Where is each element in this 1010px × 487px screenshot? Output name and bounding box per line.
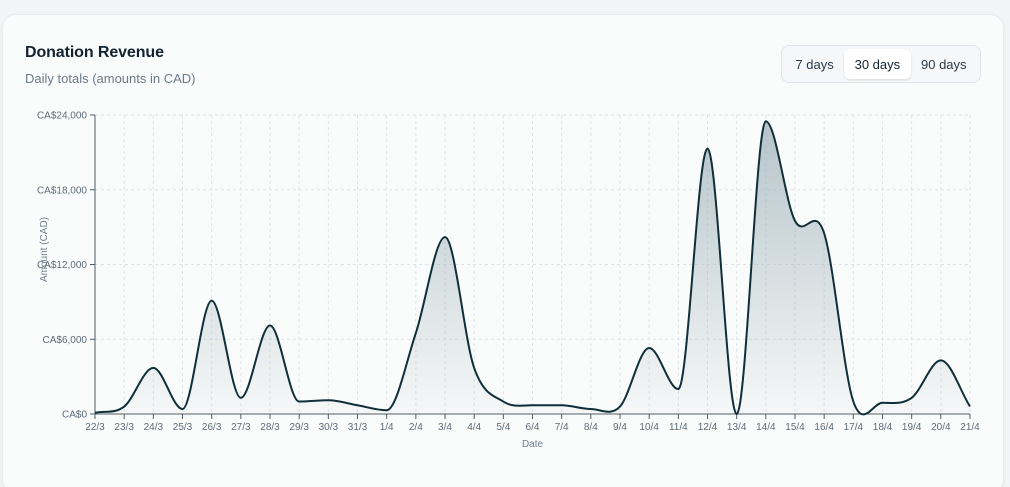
- x-tick-label: 4/4: [467, 422, 481, 433]
- x-tick-label: 23/3: [114, 422, 134, 433]
- x-tick-label: 12/4: [698, 422, 718, 433]
- x-tick-label: 2/4: [409, 422, 423, 433]
- x-tick-label: 30/3: [319, 422, 339, 433]
- card-subtitle: Daily totals (amounts in CAD): [25, 71, 196, 86]
- range-7-days-button[interactable]: 7 days: [785, 49, 844, 79]
- y-axis-title: Amount (CAD): [39, 217, 50, 282]
- date-range-toggle: 7 days 30 days 90 days: [781, 45, 981, 83]
- area-fill: [95, 121, 970, 415]
- x-tick-label: 29/3: [289, 422, 309, 433]
- y-tick-label: CA$18,000: [37, 185, 87, 196]
- card-title: Donation Revenue: [25, 44, 164, 61]
- series-line: [94, 120, 971, 416]
- x-tick-label: 24/3: [144, 422, 164, 433]
- x-tick-label: 5/4: [496, 422, 510, 433]
- x-tick-label: 6/4: [526, 422, 540, 433]
- x-tick-label: 27/3: [231, 422, 251, 433]
- x-tick-label: 9/4: [613, 422, 627, 433]
- x-tick-label: 22/3: [85, 422, 105, 433]
- x-axis-title: Date: [522, 439, 544, 450]
- x-tick-label: 15/4: [785, 422, 805, 433]
- x-tick-label: 3/4: [438, 422, 452, 433]
- x-tick-label: 7/4: [555, 422, 569, 433]
- x-tick-label: 18/4: [873, 422, 893, 433]
- range-90-days-button[interactable]: 90 days: [911, 49, 977, 79]
- revenue-area-chart: CA$0 CA$6,000 CA$12,000 CA$18,000 CA$24,000 2…: [37, 111, 980, 451]
- x-tick-label: 25/3: [173, 422, 193, 433]
- x-tick-label: 28/3: [260, 422, 280, 433]
- y-tick-label: CA$12,000: [37, 260, 87, 271]
- range-30-days-button[interactable]: 30 days: [844, 49, 911, 79]
- x-tick-label: 8/4: [584, 422, 598, 433]
- x-tick-label: 10/4: [639, 422, 659, 433]
- x-tick-label: 14/4: [756, 422, 776, 433]
- x-tick-label: 13/4: [727, 422, 747, 433]
- x-tick-label: 11/4: [669, 422, 688, 433]
- x-tick-label: 31/3: [348, 422, 368, 433]
- x-tick-label: 20/4: [931, 422, 951, 433]
- donation-revenue-card: Donation Revenue Daily totals (amounts i…: [2, 14, 1004, 487]
- x-tick-label: 19/4: [902, 422, 922, 433]
- y-tick-label: CA$6,000: [43, 335, 88, 346]
- x-tick-label: 26/3: [202, 422, 222, 433]
- x-tick-label: 21/4: [960, 422, 980, 433]
- y-tick-label: CA$24,000: [37, 111, 87, 122]
- x-tick-label: 1/4: [380, 422, 394, 433]
- x-tick-label: 16/4: [814, 422, 834, 433]
- x-tick-label: 17/4: [844, 422, 864, 433]
- y-tick-label: CA$0: [62, 410, 87, 421]
